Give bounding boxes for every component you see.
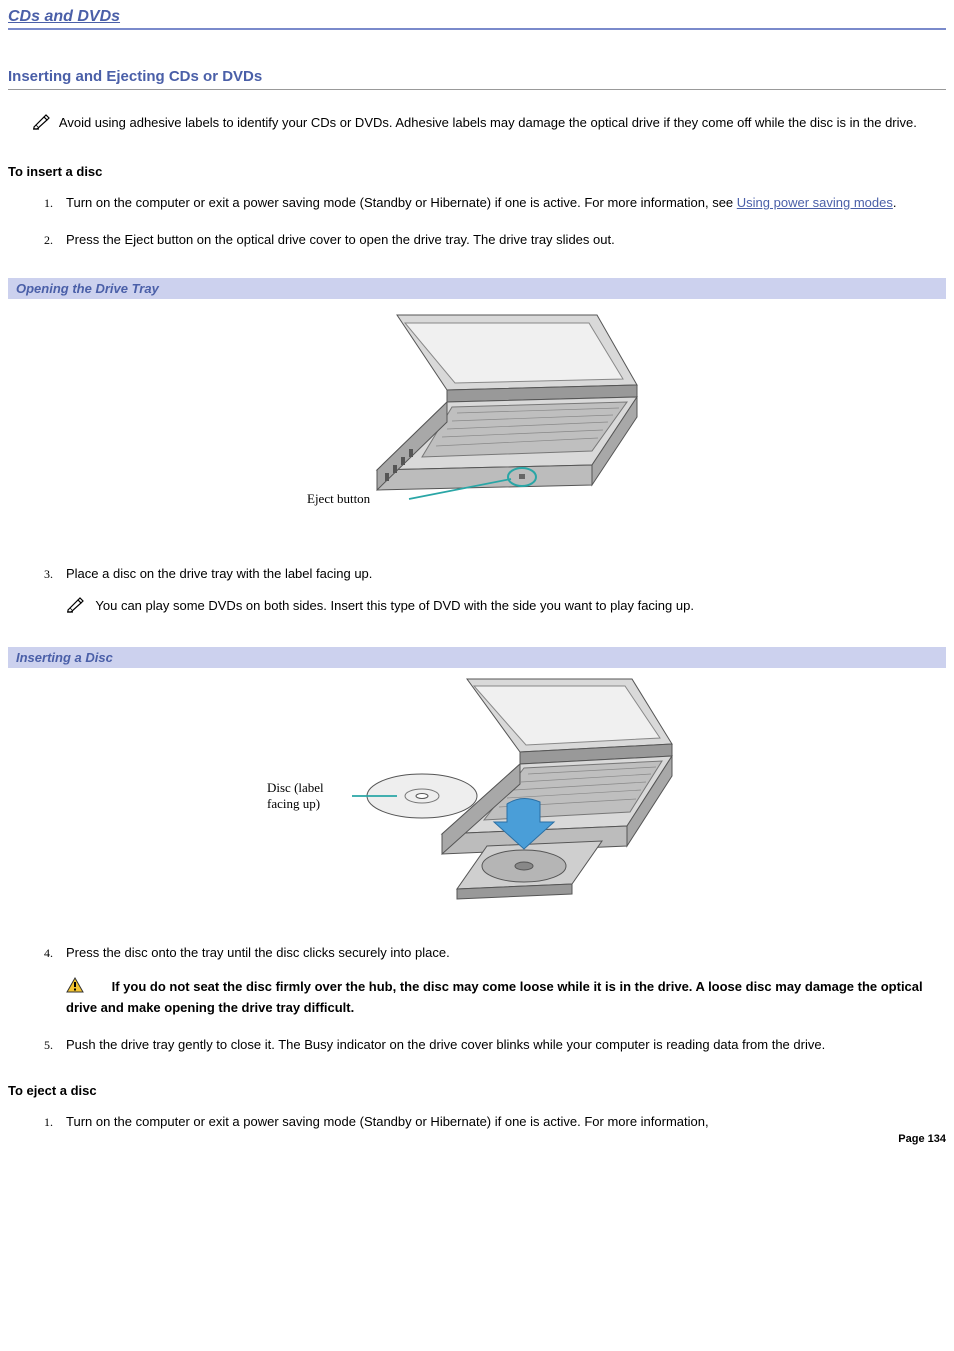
warning-text: If you do not seat the disc firmly over …	[66, 979, 923, 1015]
eject-step-1: Turn on the computer or exit a power sav…	[56, 1112, 946, 1132]
fig2-label-l2: facing up)	[267, 796, 320, 811]
eject-steps: Turn on the computer or exit a power sav…	[8, 1112, 946, 1132]
insert-step-3: Place a disc on the drive tray with the …	[56, 564, 946, 619]
insert-heading: To insert a disc	[8, 164, 946, 179]
figure-opening-tray: Eject button	[8, 305, 946, 528]
fig2-label-l1: Disc (label	[267, 780, 324, 795]
page-title: CDs and DVDs	[8, 8, 946, 30]
note-dvd-both-sides: You can play some DVDs on both sides. In…	[66, 597, 946, 619]
insert-step-5: Push the drive tray gently to close it. …	[56, 1035, 946, 1055]
insert-steps-cont2: Press the disc onto the tray until the d…	[8, 943, 946, 1055]
step-text: Place a disc on the drive tray with the …	[66, 566, 372, 581]
note-icon	[66, 597, 86, 619]
note-adhesive-labels: Avoid using adhesive labels to identify …	[8, 114, 946, 136]
fig1-label: Eject button	[307, 491, 371, 506]
insert-step-1: Turn on the computer or exit a power sav…	[56, 193, 946, 213]
eject-heading: To eject a disc	[8, 1083, 946, 1098]
step-text: Press the disc onto the tray until the d…	[66, 945, 450, 960]
note-text: You can play some DVDs on both sides. In…	[95, 598, 694, 613]
link-power-saving-modes[interactable]: Using power saving modes	[737, 195, 893, 210]
insert-step-4: Press the disc onto the tray until the d…	[56, 943, 946, 1017]
warning-seat-disc: If you do not seat the disc firmly over …	[66, 977, 946, 1018]
section-title: Inserting and Ejecting CDs or DVDs	[8, 68, 946, 90]
note-icon	[32, 114, 52, 136]
note-text: Avoid using adhesive labels to identify …	[59, 115, 917, 130]
callout-opening-tray: Opening the Drive Tray	[8, 278, 946, 299]
page-number: Page 134	[898, 1133, 946, 1145]
insert-steps: Turn on the computer or exit a power sav…	[8, 193, 946, 250]
step-text: Turn on the computer or exit a power sav…	[66, 195, 737, 210]
insert-step-2: Press the Eject button on the optical dr…	[56, 230, 946, 250]
insert-steps-cont: Place a disc on the drive tray with the …	[8, 564, 946, 619]
callout-inserting-disc: Inserting a Disc	[8, 647, 946, 668]
warning-icon	[66, 977, 84, 999]
figure-inserting-disc: Disc (label facing up)	[8, 674, 946, 907]
step-text-post: .	[893, 195, 897, 210]
